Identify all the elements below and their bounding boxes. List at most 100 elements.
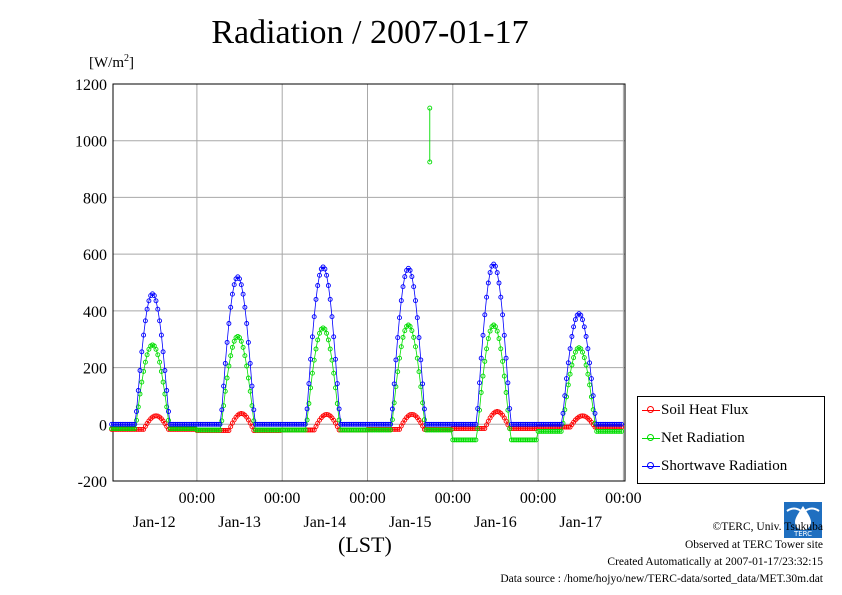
shortwave-radiation-point xyxy=(309,334,315,340)
net-radiation-point xyxy=(237,335,242,341)
net-radiation-point xyxy=(215,427,221,433)
shortwave-radiation-point xyxy=(389,406,395,412)
shortwave-radiation-point xyxy=(553,421,559,427)
net-radiation-point xyxy=(430,427,436,433)
chart-title: Radiation / 2007-01-17 xyxy=(211,14,529,51)
shortwave-radiation-point xyxy=(141,332,147,338)
shortwave-radiation-point xyxy=(247,360,253,366)
net-radiation-point xyxy=(212,427,218,433)
net-radiation-point xyxy=(359,427,365,433)
x-tick-date: Jan-16 xyxy=(474,514,517,531)
shortwave-radiation-point xyxy=(496,280,502,286)
shortwave-radiation-point xyxy=(505,380,511,386)
legend-marker-net xyxy=(647,434,654,441)
net-radiation-point xyxy=(381,427,386,433)
shortwave-radiation-point xyxy=(228,304,234,310)
net-radiation-point xyxy=(334,401,340,406)
shortwave-radiation-point xyxy=(416,335,422,341)
soil-heat-flux-point xyxy=(482,426,488,431)
shortwave-radiation-point xyxy=(302,421,308,427)
net-radiation-point xyxy=(203,427,209,433)
y-tick-label: 1000 xyxy=(75,134,107,151)
y-tick-label: 200 xyxy=(83,361,107,378)
net-radiation-point xyxy=(544,428,550,434)
shortwave-radiation-point xyxy=(132,421,138,427)
shortwave-radiation-point xyxy=(413,298,418,304)
net-radiation-point xyxy=(221,403,227,409)
net-radiation-point xyxy=(238,338,244,344)
x-tick-date: Jan-17 xyxy=(559,514,602,531)
terc-logo-icon: TERC xyxy=(784,502,822,538)
net-radiation-point xyxy=(461,437,466,443)
shortwave-radiation-point xyxy=(528,421,534,427)
net-radiation-point xyxy=(217,427,223,433)
shortwave-radiation-point xyxy=(402,274,408,280)
shortwave-radiation-point xyxy=(492,263,498,269)
net-radiation-point xyxy=(530,437,536,443)
shortwave-radiation-point xyxy=(388,421,394,427)
shortwave-radiation-point xyxy=(537,421,543,427)
net-radiation-point xyxy=(407,323,413,329)
net-radiation-point xyxy=(260,427,266,433)
shortwave-radiation-point xyxy=(112,421,118,427)
net-radiation-point xyxy=(485,336,491,342)
net-radiation-point xyxy=(373,427,379,433)
net-radiation-point xyxy=(492,324,498,330)
shortwave-radiation-point xyxy=(345,421,351,427)
shortwave-radiation-point xyxy=(238,282,244,288)
net-radiation-point xyxy=(583,362,589,368)
net-radiation-point xyxy=(398,344,404,350)
shortwave-radiation-point xyxy=(311,314,317,320)
logo-text: TERC xyxy=(793,530,812,538)
shortwave-radiation-point xyxy=(572,317,578,323)
net-radiation-point xyxy=(272,427,278,433)
shortwave-radiation-point xyxy=(174,421,180,427)
net-radiation-point xyxy=(448,427,454,433)
shortwave-radiation-point xyxy=(578,312,584,318)
shortwave-radiation-point xyxy=(242,304,248,310)
shortwave-radiation-point xyxy=(304,406,310,412)
shortwave-radiation-point xyxy=(215,421,221,427)
net-radiation-point xyxy=(283,427,289,433)
shortwave-radiation-point xyxy=(468,421,474,427)
shortwave-radiation-point xyxy=(325,283,331,288)
shortwave-radiation-point xyxy=(386,421,392,427)
shortwave-radiation-point xyxy=(478,355,484,361)
shortwave-radiation-point xyxy=(151,293,157,299)
net-radiation-point xyxy=(400,334,406,340)
net-radiation-point xyxy=(224,375,230,381)
net-radiation-point xyxy=(134,417,139,423)
shortwave-radiation-point xyxy=(471,421,477,427)
shortwave-radiation-point xyxy=(157,318,163,324)
legend-marker-soil xyxy=(647,406,654,413)
shortwave-radiation-point xyxy=(453,421,459,427)
credit-created: Created Automatically at 2007-01-17/23:3… xyxy=(607,556,823,568)
shortwave-radiation-point xyxy=(350,421,356,427)
shortwave-radiation-point xyxy=(565,360,571,366)
net-radiation-point xyxy=(565,382,571,388)
plot-frame xyxy=(112,83,626,482)
legend-marker-shortwave xyxy=(647,462,654,469)
net-radiation-point xyxy=(336,417,342,423)
net-radiation-point xyxy=(139,379,145,385)
net-radiation-point xyxy=(413,344,418,350)
shortwave-radiation-point xyxy=(459,421,465,427)
shortwave-radiation-point xyxy=(366,421,372,427)
shortwave-radiation-point xyxy=(546,421,552,427)
shortwave-radiation-point xyxy=(393,357,399,363)
net-radiation-point xyxy=(436,427,442,433)
net-radiation-point xyxy=(619,428,625,434)
shortwave-radiation-point xyxy=(301,421,306,427)
x-tick-time: 00:00 xyxy=(179,490,215,507)
shortwave-radiation-point xyxy=(160,349,166,355)
net-radiation-point xyxy=(443,427,449,433)
shortwave-radiation-point xyxy=(409,274,415,280)
shortwave-radiation-point xyxy=(317,272,322,278)
shortwave-radiation-point xyxy=(443,421,449,427)
shortwave-radiation-point xyxy=(196,421,202,427)
shortwave-radiation-point xyxy=(556,421,562,427)
shortwave-radiation-point xyxy=(482,312,488,318)
shortwave-radiation-point xyxy=(420,381,426,387)
net-radiation-point xyxy=(587,382,593,388)
net-radiation-point xyxy=(226,363,232,369)
